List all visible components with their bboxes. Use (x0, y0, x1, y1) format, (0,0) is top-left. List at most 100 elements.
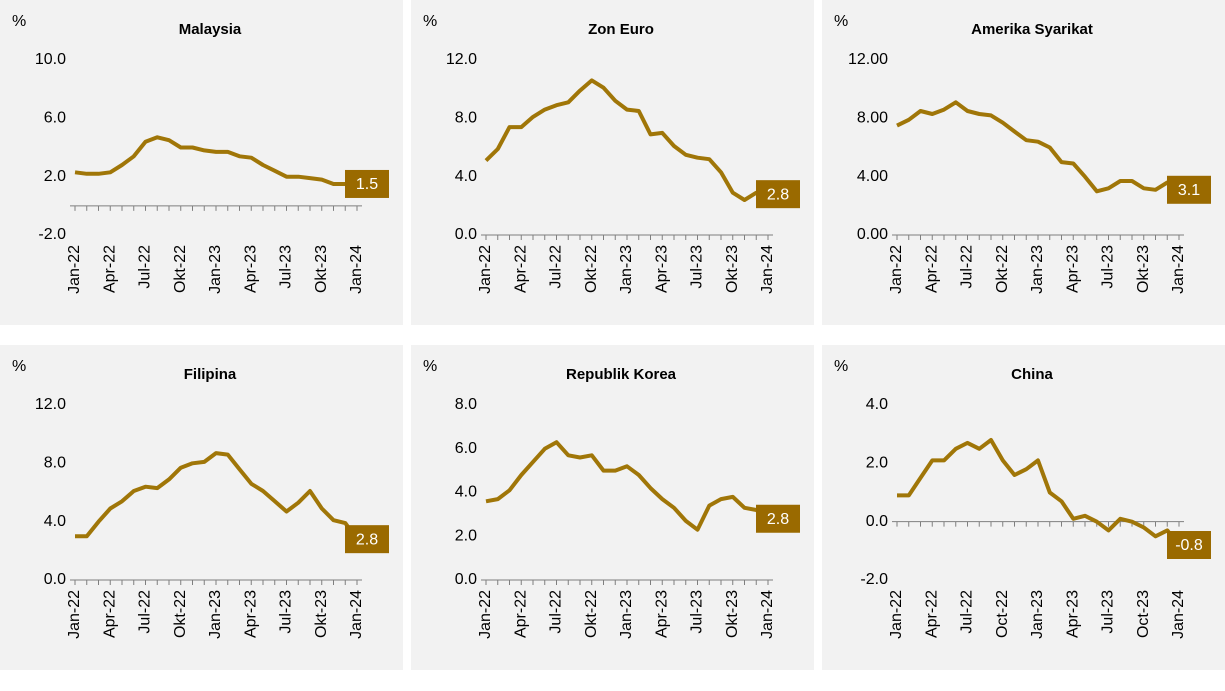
x-tick-label: Jan-22 (888, 590, 905, 639)
x-tick-label: Jul-23 (278, 245, 295, 289)
value-label: 2.8 (767, 511, 789, 528)
y-tick-label: 0.0 (866, 513, 888, 530)
value-label: 2.8 (356, 531, 378, 548)
y-tick-label: 0.0 (455, 571, 477, 588)
x-tick-label: Jul-23 (1100, 590, 1117, 634)
x-tick-label: Okt-23 (1135, 245, 1152, 293)
panel-background (411, 0, 814, 325)
x-tick-label: Jan-24 (1170, 590, 1187, 639)
chart-title: Malaysia (179, 21, 242, 38)
value-label: 3.1 (1178, 182, 1200, 199)
x-tick-label: Apr-23 (653, 590, 670, 638)
panel-background (0, 345, 403, 670)
chart-title: Filipina (184, 366, 237, 383)
chart-title: Amerika Syarikat (971, 21, 1093, 38)
x-tick-label: Jul-22 (959, 245, 976, 289)
series-line (484, 78, 769, 202)
chart-panel: % Amerika Syarikat 0.00 4.00 8.00 12.00 Jan-22… (822, 0, 1225, 325)
x-tick-label: Apr-23 (1064, 245, 1081, 293)
x-tick-label: Okt-22 (583, 245, 600, 293)
chart-title: Zon Euro (588, 21, 654, 38)
x-tick-label: Jan-23 (618, 245, 635, 294)
value-label-box (1167, 175, 1211, 204)
y-tick-label: 6.0 (455, 440, 477, 457)
x-tick-label: Jan-24 (348, 245, 365, 294)
x-tick-label: Apr-22 (101, 590, 118, 638)
x-tick-label: Apr-23 (653, 245, 670, 293)
y-tick-label: 2.0 (44, 168, 66, 185)
chart-panel: % Filipina 0.0 4.0 8.0 12.0 Jan-22 Apr-22 Jul-22… (0, 345, 403, 670)
x-tick-label: Jan-23 (618, 590, 635, 639)
x-tick-label: Jan-24 (1170, 245, 1187, 294)
y-tick-label: -2.0 (38, 226, 66, 243)
x-tick-label: Okt-23 (313, 245, 330, 293)
x-tick-label: Jan-23 (207, 590, 224, 639)
chart-title: China (1011, 366, 1053, 383)
y-tick-label: 6.0 (44, 110, 66, 127)
x-tick-label: Jul-22 (548, 590, 565, 634)
x-tick-label: Jul-23 (1100, 245, 1117, 289)
x-tick-label: Jan-22 (66, 245, 83, 294)
x-tick-label: Okt-22 (583, 590, 600, 638)
y-tick-label: 2.0 (455, 527, 477, 544)
x-tick-label: Jul-22 (137, 245, 154, 289)
y-tick-label: 8.0 (455, 396, 477, 413)
x-tick-label: Jan-22 (477, 245, 494, 294)
chart-panel: % Zon Euro 0.0 4.0 8.0 12.0 Jan-22 Apr-22 Jul-22… (411, 0, 814, 325)
y-tick-label: 2.0 (866, 455, 888, 472)
x-tick-label: Jul-23 (689, 590, 706, 634)
y-tick-label: 0.0 (44, 571, 66, 588)
y-tick-label: 4.0 (866, 396, 888, 413)
panel-background (822, 0, 1225, 325)
value-label-box (756, 180, 800, 209)
x-tick-label: Apr-22 (923, 590, 940, 638)
x-tick-label: Jan-23 (1029, 245, 1046, 294)
x-tick-label: Jan-22 (888, 245, 905, 294)
x-tick-label: Apr-23 (1064, 590, 1081, 638)
x-tick-label: Jan-23 (1029, 590, 1046, 639)
series-line (897, 438, 1181, 547)
x-tick-label: Jul-23 (278, 590, 295, 634)
y-tick-label: 12.0 (446, 51, 477, 68)
x-tick-label: Oct-23 (1135, 590, 1152, 638)
value-label-box (1167, 531, 1211, 559)
x-tick-label: Apr-22 (101, 245, 118, 293)
x-tick-label: Apr-23 (242, 590, 259, 638)
y-axis-label: % (12, 13, 26, 30)
x-tick-label: Okt-22 (172, 590, 189, 638)
panel-background (822, 345, 1225, 670)
y-tick-label: 8.0 (44, 455, 66, 472)
x-tick-label: Jul-22 (137, 590, 154, 634)
series-line (485, 440, 770, 532)
x-tick-label: Jan-22 (66, 590, 83, 639)
value-label: 2.8 (767, 186, 789, 203)
chart-panel: % China -2.0 0.0 2.0 4.0 Jan-22 Apr-22 Jul-22 Oct… (822, 345, 1225, 670)
x-tick-label: Apr-22 (923, 245, 940, 293)
x-tick-label: Jul-22 (959, 590, 976, 634)
y-tick-label: 0.00 (857, 226, 888, 243)
y-tick-label: 0.0 (455, 226, 477, 243)
y-tick-label: 4.0 (455, 484, 477, 501)
x-tick-label: Jul-23 (689, 245, 706, 289)
x-tick-label: Okt-23 (724, 590, 741, 638)
x-tick-label: Jan-24 (759, 590, 776, 639)
value-label-box (345, 169, 389, 198)
x-tick-label: Okt-23 (313, 590, 330, 638)
x-tick-label: Jan-24 (759, 245, 776, 294)
y-axis-label: % (834, 358, 848, 375)
value-label-box (345, 525, 389, 554)
y-tick-label: 4.0 (455, 168, 477, 185)
x-tick-label: Oct-22 (994, 590, 1011, 638)
x-tick-label: Okt-22 (172, 245, 189, 293)
y-tick-label: 8.0 (455, 110, 477, 127)
chart-panel: % Republik Korea 0.0 2.0 4.0 6.0 8.0 Jan-22 Apr-… (411, 345, 814, 670)
x-tick-label: Apr-22 (512, 590, 529, 638)
series-line (74, 135, 357, 186)
y-tick-label: -2.0 (860, 571, 888, 588)
y-axis-label: % (834, 13, 848, 30)
x-tick-label: Jul-22 (548, 245, 565, 289)
y-tick-label: 12.00 (848, 51, 888, 68)
chart-panel: % Malaysia -2.0 2.0 6.0 10.0 Jan-22 Apr-22 Jul-2… (0, 0, 403, 325)
y-tick-label: 4.0 (44, 513, 66, 530)
y-axis-label: % (423, 13, 437, 30)
